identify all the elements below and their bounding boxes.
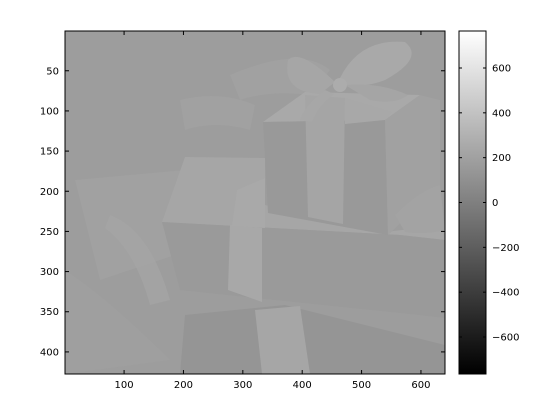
colorbar-tick-label: 0 [492, 198, 498, 209]
x-tick-label: 600 [411, 380, 430, 391]
y-tick-label: 300 [40, 267, 59, 278]
x-tick-label: 100 [115, 380, 134, 391]
y-tick-label: 50 [46, 66, 59, 77]
y-tick-label: 100 [40, 106, 59, 117]
y-tick-label: 200 [40, 187, 59, 198]
image-axes: 100 200 300 400 500 600 50 100 150 200 250 300 350 4… [40, 30, 446, 391]
x-tick-label: 300 [233, 380, 252, 391]
colorbar-tick-label: 400 [492, 108, 511, 119]
colorbar-tick-label: 200 [492, 153, 511, 164]
colorbar-tick-label: 600 [492, 63, 511, 74]
colorbar-tick-label: −400 [492, 288, 519, 299]
y-tick-label: 350 [40, 307, 59, 318]
colorbar-ticks: 600 400 200 0 −200 −400 −600 [459, 63, 519, 344]
colorbar-tick-label: −200 [492, 243, 519, 254]
y-tick-label: 400 [40, 347, 59, 358]
x-axis-ticks: 100 200 300 400 500 600 [115, 31, 431, 391]
y-tick-label: 250 [40, 227, 59, 238]
colorbar: 600 400 200 0 −200 −400 −600 [458, 30, 519, 375]
x-tick-label: 500 [352, 380, 371, 391]
x-tick-label: 200 [174, 380, 193, 391]
colorbar-tick-label: −600 [492, 333, 519, 344]
y-axis-ticks: 50 100 150 200 250 300 350 400 [40, 66, 445, 358]
gift-image [65, 31, 445, 374]
y-tick-label: 150 [40, 147, 59, 158]
x-tick-label: 400 [293, 380, 312, 391]
